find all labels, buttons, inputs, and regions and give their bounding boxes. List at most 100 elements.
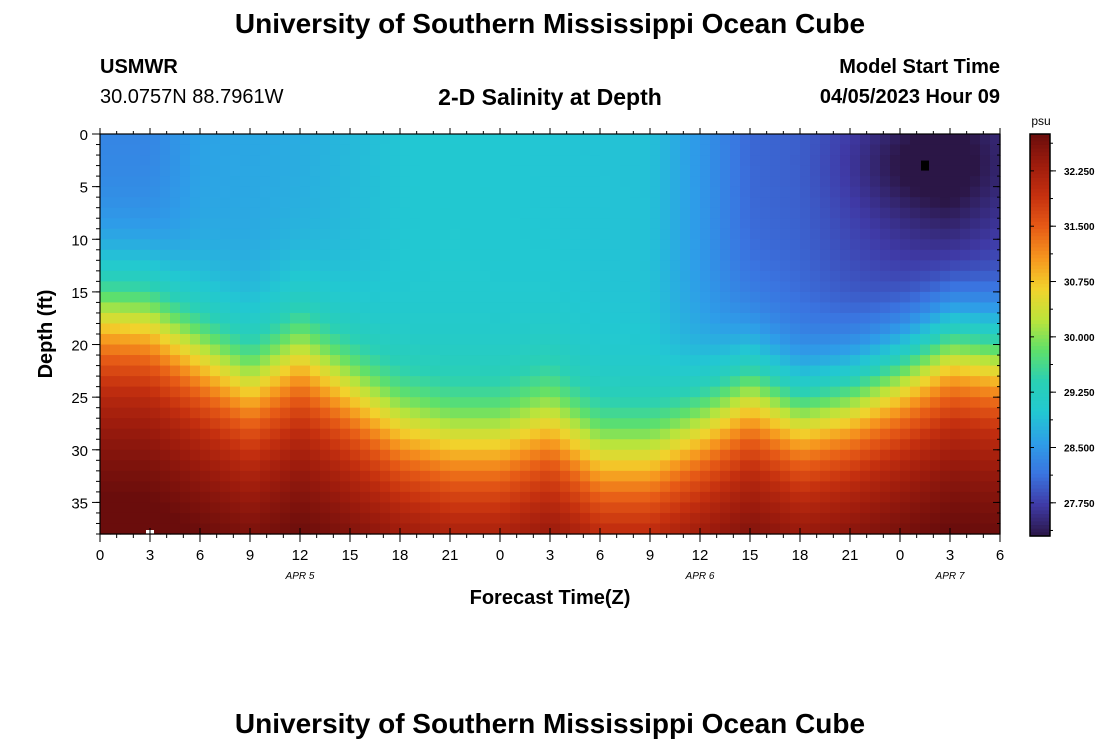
heatmap-cell (880, 291, 891, 304)
heatmap-cell (680, 428, 691, 440)
heatmap-cell (460, 428, 471, 440)
heatmap-cell (130, 512, 141, 525)
heatmap-cell (970, 334, 981, 346)
heatmap-cell (840, 481, 851, 493)
heatmap-cell (650, 155, 661, 167)
heatmap-cell (190, 470, 201, 482)
heatmap-cell (350, 481, 361, 493)
heatmap-cell (550, 155, 561, 167)
heatmap-cell (640, 302, 651, 314)
heatmap-cell (550, 302, 561, 314)
heatmap-cell (570, 355, 581, 367)
heatmap-cell (710, 186, 721, 198)
heatmap-cell (280, 512, 291, 525)
colorbar-swatch (1030, 232, 1050, 237)
heatmap-cell (460, 439, 471, 451)
heatmap-cell (730, 302, 741, 314)
heatmap-cell (990, 144, 1001, 156)
heatmap-cell (620, 334, 631, 346)
heatmap-cell (500, 344, 511, 356)
heatmap-cell (990, 376, 1001, 388)
heatmap-cell (220, 323, 231, 335)
heatmap-cell (520, 155, 531, 167)
heatmap-cell (350, 323, 361, 335)
colorbar-swatch (1030, 338, 1050, 343)
heatmap-cell (320, 218, 331, 230)
heatmap-cell (830, 491, 841, 504)
heatmap-cell (920, 470, 931, 482)
heatmap-cell (130, 355, 141, 367)
heatmap-cell (220, 249, 231, 261)
heatmap-cell (180, 186, 191, 198)
colorbar-swatch (1030, 448, 1050, 453)
heatmap-cell (540, 460, 551, 472)
heatmap-cell (380, 481, 391, 493)
heatmap-cell (870, 239, 881, 251)
heatmap-cell (560, 376, 571, 388)
heatmap-cell (770, 207, 781, 219)
heatmap-cell (370, 291, 381, 304)
heatmap-cell (240, 207, 251, 219)
heatmap-cell (950, 302, 961, 314)
heatmap-cell (910, 155, 921, 167)
heatmap-cell (810, 302, 821, 314)
heatmap-cell (360, 186, 371, 198)
heatmap-cell (850, 407, 861, 419)
heatmap-cell (490, 323, 501, 335)
heatmap-cell (780, 218, 791, 230)
heatmap-cell (860, 260, 871, 272)
heatmap-cell (340, 312, 351, 325)
heatmap-cell (760, 228, 771, 240)
heatmap-cell (250, 386, 261, 398)
heatmap-cell (910, 376, 921, 388)
heatmap-cell (870, 334, 881, 346)
heatmap-cell (140, 344, 151, 356)
heatmap-cell (370, 439, 381, 451)
heatmap-cell (780, 197, 791, 209)
heatmap-cell (770, 197, 781, 209)
heatmap-cell (590, 449, 601, 461)
heatmap-cell (930, 428, 941, 440)
heatmap-cell (480, 344, 491, 356)
colorbar-swatch (1030, 185, 1050, 190)
heatmap-cell (550, 312, 561, 325)
heatmap-cell (190, 428, 201, 440)
heatmap-cell (440, 260, 451, 272)
heatmap-cell (540, 481, 551, 493)
heatmap-cell (500, 302, 511, 314)
heatmap-cell (800, 449, 811, 461)
heatmap-cell (670, 218, 681, 230)
heatmap-cell (180, 197, 191, 209)
heatmap-cell (560, 260, 571, 272)
heatmap-cell (510, 218, 521, 230)
heatmap-cell (700, 270, 711, 282)
heatmap-cell (890, 523, 901, 535)
heatmap-cell (310, 260, 321, 272)
heatmap-cell (470, 355, 481, 367)
heatmap-cell (870, 397, 881, 409)
heatmap-cell (410, 218, 421, 230)
heatmap-cell (520, 397, 531, 409)
heatmap-cell (610, 355, 621, 367)
heatmap-cell (680, 260, 691, 272)
heatmap-cell (980, 186, 991, 198)
colorbar-swatch (1030, 243, 1050, 248)
heatmap-cell (970, 302, 981, 314)
heatmap-cell (210, 355, 221, 367)
heatmap-cell (110, 155, 121, 167)
heatmap-cell (520, 365, 531, 377)
heatmap-cell (960, 334, 971, 346)
heatmap-cell (590, 418, 601, 430)
heatmap-cell (900, 365, 911, 377)
heatmap-cell (830, 228, 841, 240)
heatmap-cell (450, 512, 461, 525)
heatmap-cell (660, 355, 671, 367)
heatmap-cell (120, 228, 131, 240)
heatmap-cell (690, 428, 701, 440)
heatmap-cell (410, 491, 421, 504)
heatmap-cell (290, 228, 301, 240)
heatmap-cell (970, 186, 981, 198)
heatmap-cell (660, 334, 671, 346)
heatmap-cell (470, 491, 481, 504)
heatmap-cell (560, 134, 571, 146)
